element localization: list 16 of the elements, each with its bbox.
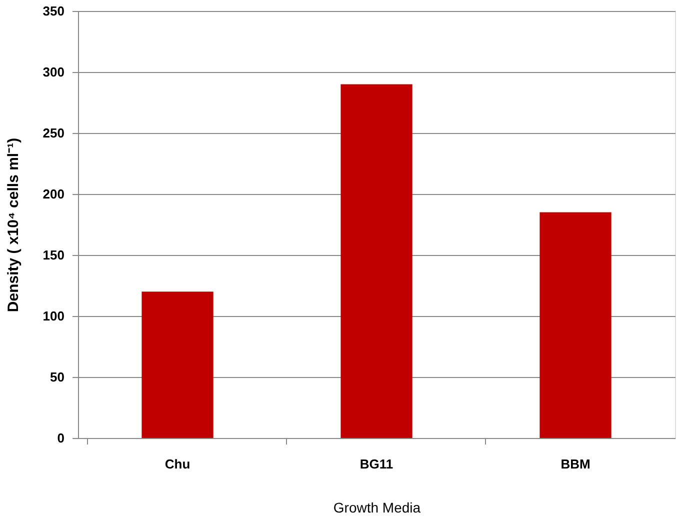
x-axis-title: Growth Media: [333, 500, 421, 516]
bar: [340, 84, 412, 438]
y-axis-title: Density ( x10⁴ cells ml⁻¹): [4, 138, 22, 312]
y-tick-label: 50: [50, 370, 64, 384]
y-tick-label: 150: [42, 248, 64, 262]
bar: [540, 212, 612, 438]
y-tick-label: 350: [42, 4, 64, 18]
y-tick-label: 0: [57, 430, 64, 446]
bar: [142, 292, 214, 438]
x-tick-label: Chu: [164, 456, 190, 472]
x-tick-label: BG11: [360, 456, 394, 472]
x-tick-label: BBM: [560, 456, 590, 472]
y-tick-label: 100: [42, 308, 64, 324]
y-tick-label: 250: [42, 126, 64, 140]
y-tick-label: 200: [42, 186, 64, 202]
y-tick-label: 300: [42, 64, 64, 80]
